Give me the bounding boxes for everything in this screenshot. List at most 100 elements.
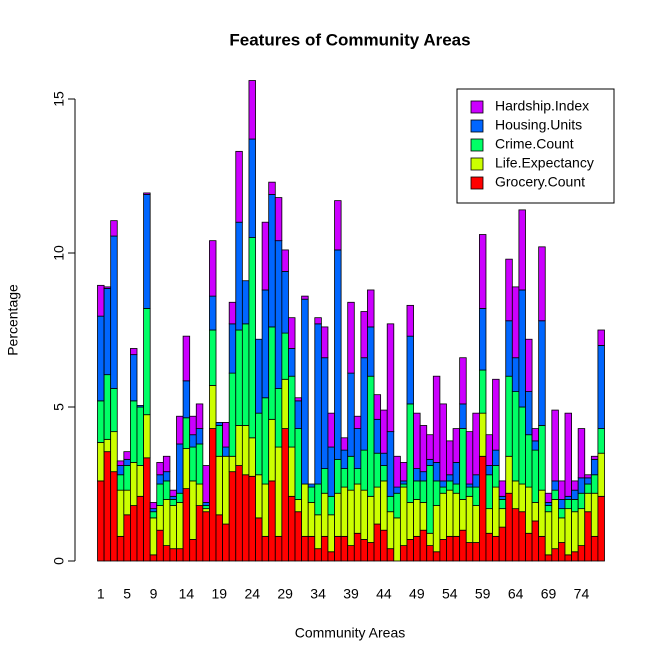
bar-segment <box>432 375 441 463</box>
bar-segment <box>182 488 191 562</box>
bar-segment <box>413 535 421 562</box>
bar-segment <box>149 502 158 510</box>
bar-segment <box>564 412 572 497</box>
bar-segment <box>472 542 480 562</box>
bar-segment <box>367 289 375 328</box>
bar-segment <box>314 514 322 550</box>
bar-segment <box>347 301 355 374</box>
bar-segment <box>235 221 243 331</box>
bar-segment <box>492 535 500 562</box>
x-tick-label: 59 <box>475 586 491 602</box>
bar-segment <box>531 428 540 442</box>
bar-segment <box>334 458 342 494</box>
bar-segment <box>261 397 270 485</box>
bar-segment <box>123 465 131 491</box>
bar-segment <box>222 455 230 525</box>
bar-segment <box>222 523 230 562</box>
bar-segment <box>176 415 184 445</box>
bar-segment <box>228 372 237 457</box>
bar-segment <box>465 542 474 562</box>
bar-segment <box>228 301 237 325</box>
legend-label: Life.Expectancy <box>495 155 594 171</box>
bar-segment <box>294 498 303 513</box>
bar-segment <box>130 400 138 463</box>
bar-segment <box>215 455 224 516</box>
bar-segment <box>334 535 342 562</box>
bar-segment <box>485 474 493 510</box>
bar-segment <box>531 440 540 451</box>
y-tick-label: 15 <box>51 91 67 107</box>
bar-segment <box>149 511 158 519</box>
bar-segment <box>248 437 256 477</box>
bar-segment <box>373 486 382 525</box>
bar-segment <box>399 462 408 482</box>
bar-segment <box>136 465 144 497</box>
bar-segment <box>268 418 276 482</box>
bar-segment <box>386 495 395 513</box>
bar-segment <box>446 535 454 562</box>
bar-segment <box>590 458 599 476</box>
bar-segment <box>399 480 408 485</box>
bar-segment <box>505 258 513 322</box>
bar-segment <box>327 514 335 553</box>
bar-segment <box>110 471 118 562</box>
bar-segment <box>195 483 204 506</box>
bar-segment <box>103 451 112 562</box>
bar-segment <box>288 495 296 562</box>
x-tick-label: 19 <box>212 586 228 602</box>
legend-swatch <box>470 176 484 190</box>
bar-segment <box>261 535 270 562</box>
bar-segment <box>195 428 204 445</box>
bar-segment <box>307 535 316 562</box>
bar-segment <box>380 529 388 562</box>
bar-segment <box>577 508 586 547</box>
bar-segment <box>432 551 441 562</box>
bar-segment <box>169 505 177 550</box>
bar-segment <box>472 412 480 476</box>
bar-segment <box>156 505 164 531</box>
x-tick-label: 29 <box>277 586 293 602</box>
bar-segment <box>149 554 158 562</box>
bar-segment <box>162 498 171 546</box>
bar-segment <box>228 471 237 562</box>
bar-segment <box>386 548 395 562</box>
bar-segment <box>439 492 447 540</box>
x-tick-label: 44 <box>376 586 392 602</box>
bar-segment <box>452 483 461 494</box>
bar-segment <box>551 409 559 482</box>
bar-segment <box>248 475 256 562</box>
bar-segment <box>452 535 461 562</box>
bar-segment <box>301 483 309 537</box>
bar-segment <box>478 369 487 414</box>
bar-segment <box>294 511 303 562</box>
chart-title: Features of Community Areas <box>229 30 470 49</box>
bar-segment <box>136 406 144 466</box>
bar-segment <box>169 489 177 497</box>
bar-segment <box>597 452 605 497</box>
bar-segment <box>571 498 579 513</box>
bar-segment <box>136 495 144 562</box>
bar-segment <box>544 502 553 506</box>
bar-segment <box>360 449 368 491</box>
bar-segment <box>419 425 428 473</box>
bar-segment <box>498 526 507 562</box>
x-tick-label: 1 <box>97 586 105 602</box>
bar-segment <box>162 545 171 562</box>
legend-swatch <box>470 138 484 152</box>
bar-segment <box>472 474 480 488</box>
bar-segment <box>432 462 441 482</box>
x-tick-label: 9 <box>150 586 158 602</box>
bar-segment <box>215 514 224 562</box>
bar-segment <box>202 465 210 503</box>
bar-segment <box>281 428 289 562</box>
bar-segment <box>241 323 250 426</box>
bar-segment <box>347 455 355 491</box>
bar-segment <box>307 483 316 488</box>
bar-segment <box>492 449 500 466</box>
bar-segment <box>498 498 507 510</box>
x-tick-label: 69 <box>541 586 557 602</box>
bar-segment <box>334 249 342 460</box>
bar-segment <box>136 405 144 408</box>
bar-segment <box>143 414 151 459</box>
bar-segment <box>320 357 329 469</box>
